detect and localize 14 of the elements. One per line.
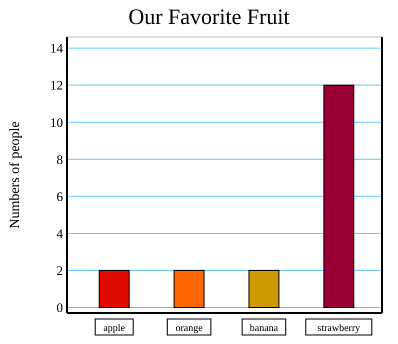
y-tick-label: 8: [56, 152, 63, 167]
chart-title: Our Favorite Fruit: [128, 4, 290, 29]
y-tick-label: 14: [50, 40, 64, 56]
y-tick-label: 4: [56, 226, 64, 241]
x-tick-label: orange: [175, 323, 204, 334]
y-tick-label: 12: [50, 78, 63, 93]
x-tick-label: apple: [103, 323, 126, 334]
y-tick-label: 6: [56, 188, 64, 204]
x-tick-label: strawberry: [317, 323, 360, 334]
y-axis-title: Numbers of people: [8, 121, 23, 229]
y-tick-label: 0: [56, 300, 63, 315]
y-tick-label: 10: [50, 114, 63, 130]
x-tick-label: banana: [250, 323, 279, 334]
y-tick-label: 2: [56, 262, 63, 278]
